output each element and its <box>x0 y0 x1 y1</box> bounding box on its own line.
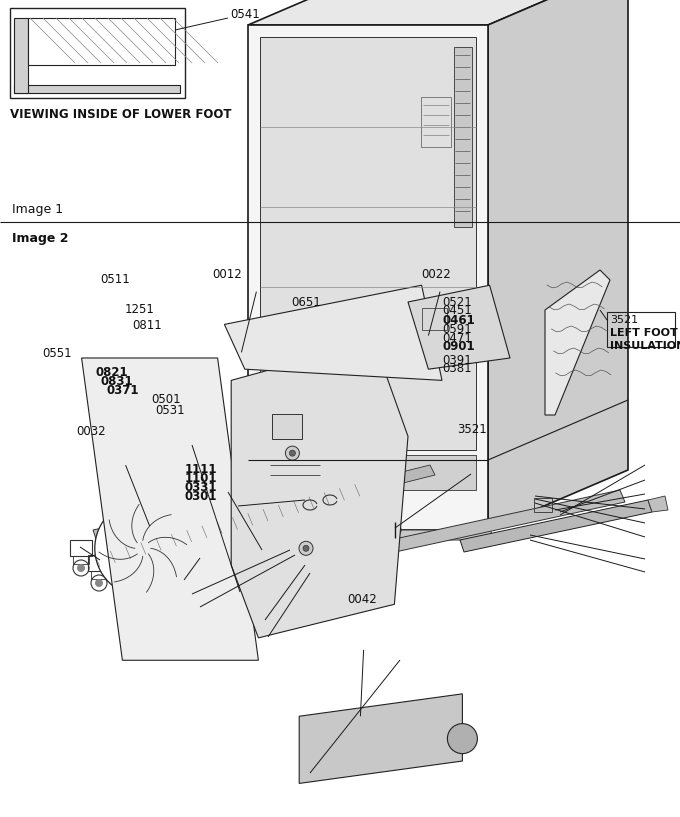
Polygon shape <box>28 18 175 65</box>
Text: 3521: 3521 <box>457 423 487 435</box>
Text: 0511: 0511 <box>101 273 131 286</box>
Text: 0551: 0551 <box>42 346 72 359</box>
Circle shape <box>77 564 85 572</box>
Text: 0022: 0022 <box>422 269 452 281</box>
Polygon shape <box>14 18 28 93</box>
Bar <box>454 47 472 227</box>
Polygon shape <box>95 480 375 567</box>
Text: Image 1: Image 1 <box>12 203 63 217</box>
Text: 0811: 0811 <box>132 319 162 332</box>
Circle shape <box>447 724 477 753</box>
Polygon shape <box>370 465 435 490</box>
Circle shape <box>392 527 398 533</box>
Text: 0461: 0461 <box>443 314 475 327</box>
Text: 0531: 0531 <box>155 404 185 417</box>
Text: 0831: 0831 <box>101 375 133 388</box>
Circle shape <box>299 542 313 556</box>
Bar <box>10 8 185 98</box>
Bar <box>272 414 302 439</box>
Bar <box>264 564 281 573</box>
Circle shape <box>95 500 191 596</box>
Bar <box>73 556 89 564</box>
Polygon shape <box>231 342 408 638</box>
Text: 0541: 0541 <box>230 8 260 21</box>
Circle shape <box>95 579 103 587</box>
Polygon shape <box>248 0 628 25</box>
Bar <box>607 312 675 347</box>
Text: 0042: 0042 <box>347 593 377 606</box>
Text: 0381: 0381 <box>443 362 473 375</box>
Circle shape <box>136 542 150 556</box>
Bar <box>260 546 285 564</box>
Polygon shape <box>390 490 625 552</box>
Text: LEFT FOOT: LEFT FOOT <box>610 328 678 338</box>
Text: 0391: 0391 <box>443 354 473 367</box>
Bar <box>260 37 476 450</box>
Text: 1251: 1251 <box>124 302 154 315</box>
Text: 0331: 0331 <box>185 481 218 494</box>
Text: 0521: 0521 <box>443 296 473 309</box>
Bar <box>421 97 451 147</box>
Polygon shape <box>82 358 258 660</box>
Text: 1101: 1101 <box>185 472 218 484</box>
Text: 0651: 0651 <box>291 297 321 310</box>
Text: 0032: 0032 <box>76 425 106 438</box>
Bar <box>91 571 107 579</box>
Polygon shape <box>460 500 652 552</box>
Text: 0371: 0371 <box>107 384 139 397</box>
Polygon shape <box>488 0 628 530</box>
Polygon shape <box>545 270 610 415</box>
Text: 0012: 0012 <box>212 269 242 281</box>
Bar <box>534 498 552 512</box>
Circle shape <box>290 450 295 456</box>
Circle shape <box>303 545 309 551</box>
Text: 0301: 0301 <box>185 490 218 503</box>
Polygon shape <box>93 520 143 545</box>
Polygon shape <box>648 496 668 512</box>
Text: 0901: 0901 <box>443 341 475 354</box>
Polygon shape <box>408 285 510 369</box>
Text: 0821: 0821 <box>95 366 128 379</box>
Text: 0451: 0451 <box>443 305 473 318</box>
Circle shape <box>267 573 277 583</box>
Text: 3521: 3521 <box>610 315 638 325</box>
Text: 1111: 1111 <box>185 462 218 475</box>
Text: Image 2: Image 2 <box>12 232 69 245</box>
Text: INSULATION: INSULATION <box>610 341 680 351</box>
Text: 0471: 0471 <box>443 332 473 345</box>
Text: 0591: 0591 <box>443 323 473 336</box>
Bar <box>306 498 326 513</box>
Bar <box>70 540 92 556</box>
Text: 0501: 0501 <box>151 393 181 406</box>
Bar <box>88 555 110 571</box>
Circle shape <box>286 446 299 460</box>
Bar <box>248 25 488 530</box>
Bar <box>422 308 447 329</box>
Polygon shape <box>224 285 442 381</box>
Polygon shape <box>299 694 462 784</box>
Circle shape <box>243 593 253 603</box>
Bar <box>260 455 476 490</box>
Polygon shape <box>248 530 495 540</box>
Polygon shape <box>14 85 180 93</box>
Text: VIEWING INSIDE OF LOWER FOOT: VIEWING INSIDE OF LOWER FOOT <box>10 108 231 121</box>
